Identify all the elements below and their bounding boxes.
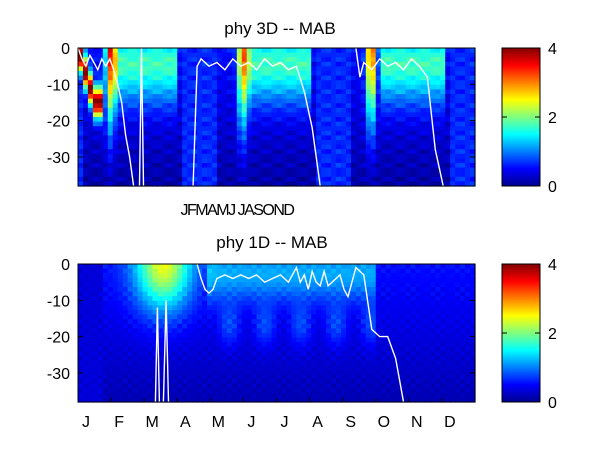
y-tick-label: 0	[61, 41, 70, 58]
y-axis: 0 -10 -20 -30	[47, 257, 475, 383]
x-tick-label: A	[312, 414, 323, 431]
x-tick-label: M	[146, 414, 159, 431]
contour-line-1d	[154, 263, 405, 403]
colorbar-tick-label: 2	[548, 110, 557, 127]
plot-frame	[77, 47, 476, 187]
y-tick-label: -30	[47, 150, 70, 167]
x-tick-label: M	[212, 414, 225, 431]
heatmap-1d	[78, 264, 476, 403]
colorbar-tick-label: 0	[548, 179, 557, 196]
x-tick-labels: JFMAMJ JASOND	[181, 202, 295, 219]
x-tick-label: F	[114, 414, 124, 431]
colorbar	[501, 47, 541, 187]
x-tick-label: S	[345, 414, 356, 431]
colorbar	[501, 263, 541, 403]
y-tick-label: -20	[47, 114, 70, 131]
x-tick-label: A	[180, 414, 191, 431]
colorbar-tick-label: 0	[548, 395, 557, 412]
chart-title: phy 3D -- MAB	[224, 19, 335, 38]
heatmap-3d	[78, 48, 476, 187]
x-tick-label: D	[444, 414, 456, 431]
colorbar-tick-label: 2	[548, 326, 557, 343]
x-tick-label: J	[247, 414, 255, 431]
y-axis: 0 -10 -20 -30	[47, 41, 475, 167]
y-tick-label: -20	[47, 330, 70, 347]
x-tick-label: N	[411, 414, 423, 431]
colorbar-tick-label: 4	[548, 41, 557, 58]
x-tick-label: J	[281, 414, 289, 431]
chart-title: phy 1D -- MAB	[216, 233, 327, 252]
colorbar-ticks: 0 2 4	[502, 41, 557, 196]
x-tick-label: O	[378, 414, 390, 431]
y-tick-label: 0	[61, 257, 70, 274]
y-tick-label: -30	[47, 366, 70, 383]
y-tick-label: -10	[47, 77, 70, 94]
colorbar-ticks: 0 2 4	[502, 257, 557, 412]
colorbar-tick-label: 4	[548, 257, 557, 274]
x-tick-label: J	[82, 414, 90, 431]
y-tick-label: -10	[47, 293, 70, 310]
